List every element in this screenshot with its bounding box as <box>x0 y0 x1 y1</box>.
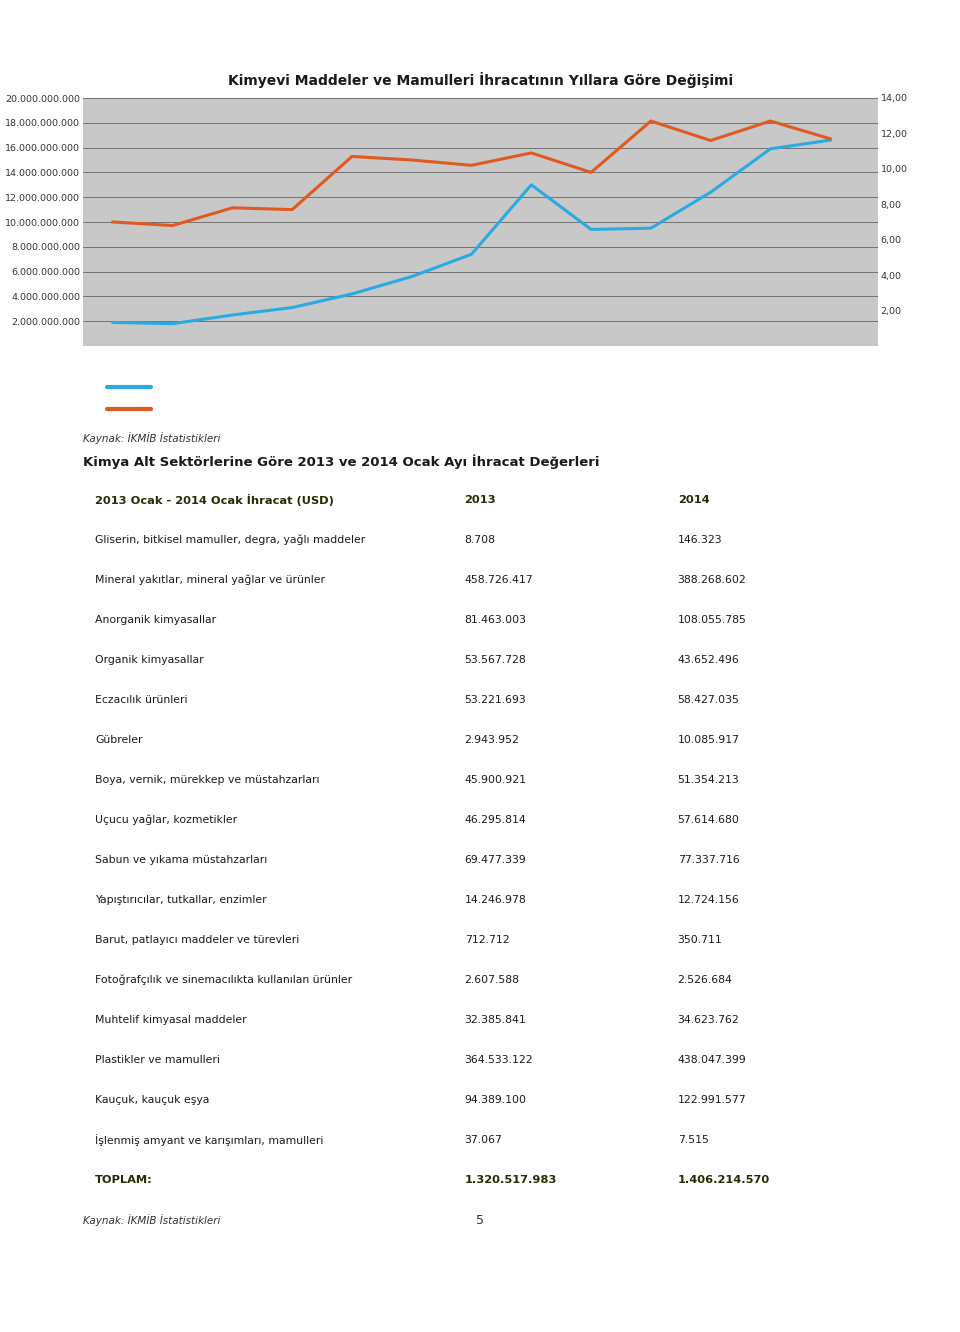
Text: Türkiye'nin Toplam İhracatı İçindeki Payı (%) (sağ eksen): Türkiye'nin Toplam İhracatı İçindeki Pay… <box>158 402 451 414</box>
Text: 37.067: 37.067 <box>465 1135 502 1146</box>
Text: 146.323: 146.323 <box>678 535 722 545</box>
Text: Muhtelif kimyasal maddeler: Muhtelif kimyasal maddeler <box>95 1015 247 1026</box>
Text: 2.607.588: 2.607.588 <box>465 975 519 984</box>
Text: 57.614.680: 57.614.680 <box>678 815 739 825</box>
Text: 438.047.399: 438.047.399 <box>678 1055 747 1066</box>
Text: Plastikler ve mamulleri: Plastikler ve mamulleri <box>95 1055 220 1066</box>
Text: Kaynak: İKMİB İstatistikleri: Kaynak: İKMİB İstatistikleri <box>83 1213 221 1225</box>
Text: 2008: 2008 <box>590 356 615 365</box>
Text: 8.708: 8.708 <box>465 535 495 545</box>
Text: 2000: 2000 <box>101 356 126 365</box>
Text: Kauçuk, kauçuk eşya: Kauçuk, kauçuk eşya <box>95 1095 209 1106</box>
Text: Kimyevi Maddeler ve Mamulleri İhracatının Yıllara Göre Değişimi: Kimyevi Maddeler ve Mamulleri İhracatını… <box>228 72 733 88</box>
Text: 122.991.577: 122.991.577 <box>678 1095 746 1106</box>
Text: Mineral yakıtlar, mineral yağlar ve ürünler: Mineral yakıtlar, mineral yağlar ve ürün… <box>95 574 324 585</box>
Text: Anorganik kimyasallar: Anorganik kimyasallar <box>95 615 216 625</box>
Text: 51.354.213: 51.354.213 <box>678 775 739 785</box>
Text: Kimya Alt Sektörlerine Göre 2013 ve 2014 Ocak Ayı İhracat Değerleri: Kimya Alt Sektörlerine Göre 2013 ve 2014… <box>83 454 599 469</box>
Text: 58.427.035: 58.427.035 <box>678 695 739 705</box>
Text: 34.623.762: 34.623.762 <box>678 1015 739 1026</box>
Text: 5: 5 <box>476 1213 484 1227</box>
Text: 53.567.728: 53.567.728 <box>465 655 526 665</box>
Text: Kimyevi Maddeler ve Mamulleri İhracatı (USD) (sol eksen): Kimyevi Maddeler ve Mamulleri İhracatı (… <box>158 381 459 393</box>
Text: 43.652.496: 43.652.496 <box>678 655 739 665</box>
Text: 1.406.214.570: 1.406.214.570 <box>678 1175 770 1185</box>
Text: 14.246.978: 14.246.978 <box>465 895 526 904</box>
Text: 10.085.917: 10.085.917 <box>678 735 739 745</box>
Text: 2004: 2004 <box>346 356 371 365</box>
Text: 2013 Ocak - 2014 Ocak İhracat (USD): 2013 Ocak - 2014 Ocak İhracat (USD) <box>95 494 334 506</box>
Text: 2007: 2007 <box>529 356 554 365</box>
Text: 12.724.156: 12.724.156 <box>678 895 739 904</box>
Text: TOPLAM:: TOPLAM: <box>95 1175 153 1185</box>
Text: İşlenmiş amyant ve karışımları, mamulleri: İşlenmiş amyant ve karışımları, mamuller… <box>95 1134 324 1146</box>
Text: 388.268.602: 388.268.602 <box>678 575 747 585</box>
Text: 350.711: 350.711 <box>678 935 723 944</box>
Text: Gliserin, bitkisel mamuller, degra, yağlı maddeler: Gliserin, bitkisel mamuller, degra, yağl… <box>95 534 365 545</box>
Text: Gübreler: Gübreler <box>95 735 142 745</box>
Text: 2006: 2006 <box>468 356 492 365</box>
Text: 69.477.339: 69.477.339 <box>465 855 526 864</box>
Text: 2013: 2013 <box>465 496 496 505</box>
Text: Organik kimyasallar: Organik kimyasallar <box>95 655 204 665</box>
Text: 45.900.921: 45.900.921 <box>465 775 527 785</box>
Text: 32.385.841: 32.385.841 <box>465 1015 526 1026</box>
Text: Barut, patlayıcı maddeler ve türevleri: Barut, patlayıcı maddeler ve türevleri <box>95 935 300 944</box>
Text: 2009: 2009 <box>652 356 676 365</box>
Text: 2.943.952: 2.943.952 <box>465 735 519 745</box>
Text: Boya, vernik, mürekkep ve müstahzarları: Boya, vernik, mürekkep ve müstahzarları <box>95 775 320 785</box>
Text: 46.295.814: 46.295.814 <box>465 815 526 825</box>
Text: Sabun ve yıkama müstahzarları: Sabun ve yıkama müstahzarları <box>95 855 267 864</box>
Text: 364.533.122: 364.533.122 <box>465 1055 533 1066</box>
Text: 2.526.684: 2.526.684 <box>678 975 732 984</box>
Text: 712.712: 712.712 <box>465 935 509 944</box>
Text: 2011: 2011 <box>774 356 799 365</box>
Text: 81.463.003: 81.463.003 <box>465 615 527 625</box>
Text: 2005: 2005 <box>407 356 432 365</box>
Text: 53.221.693: 53.221.693 <box>465 695 526 705</box>
Text: 2010: 2010 <box>713 356 737 365</box>
Text: Uçucu yağlar, kozmetikler: Uçucu yağlar, kozmetikler <box>95 815 237 826</box>
Text: 2001: 2001 <box>162 356 187 365</box>
Text: 2014: 2014 <box>678 496 709 505</box>
Text: Fotoğrafçılık ve sinemacılıkta kullanılan ürünler: Fotoğrafçılık ve sinemacılıkta kullanıla… <box>95 975 352 986</box>
Text: Kaynak: İKMİB İstatistikleri: Kaynak: İKMİB İstatistikleri <box>83 432 221 444</box>
Text: 2012: 2012 <box>835 356 860 365</box>
Text: 77.337.716: 77.337.716 <box>678 855 739 864</box>
Text: 108.055.785: 108.055.785 <box>678 615 747 625</box>
Text: 7.515: 7.515 <box>678 1135 708 1146</box>
Text: 1.320.517.983: 1.320.517.983 <box>465 1175 557 1185</box>
Text: 2002: 2002 <box>224 356 249 365</box>
Text: 94.389.100: 94.389.100 <box>465 1095 527 1106</box>
Text: Yapıştırıcılar, tutkallar, enzimler: Yapıştırıcılar, tutkallar, enzimler <box>95 895 267 904</box>
Text: Eczacılık ürünleri: Eczacılık ürünleri <box>95 695 187 705</box>
Text: 458.726.417: 458.726.417 <box>465 575 533 585</box>
Text: 2003: 2003 <box>285 356 309 365</box>
